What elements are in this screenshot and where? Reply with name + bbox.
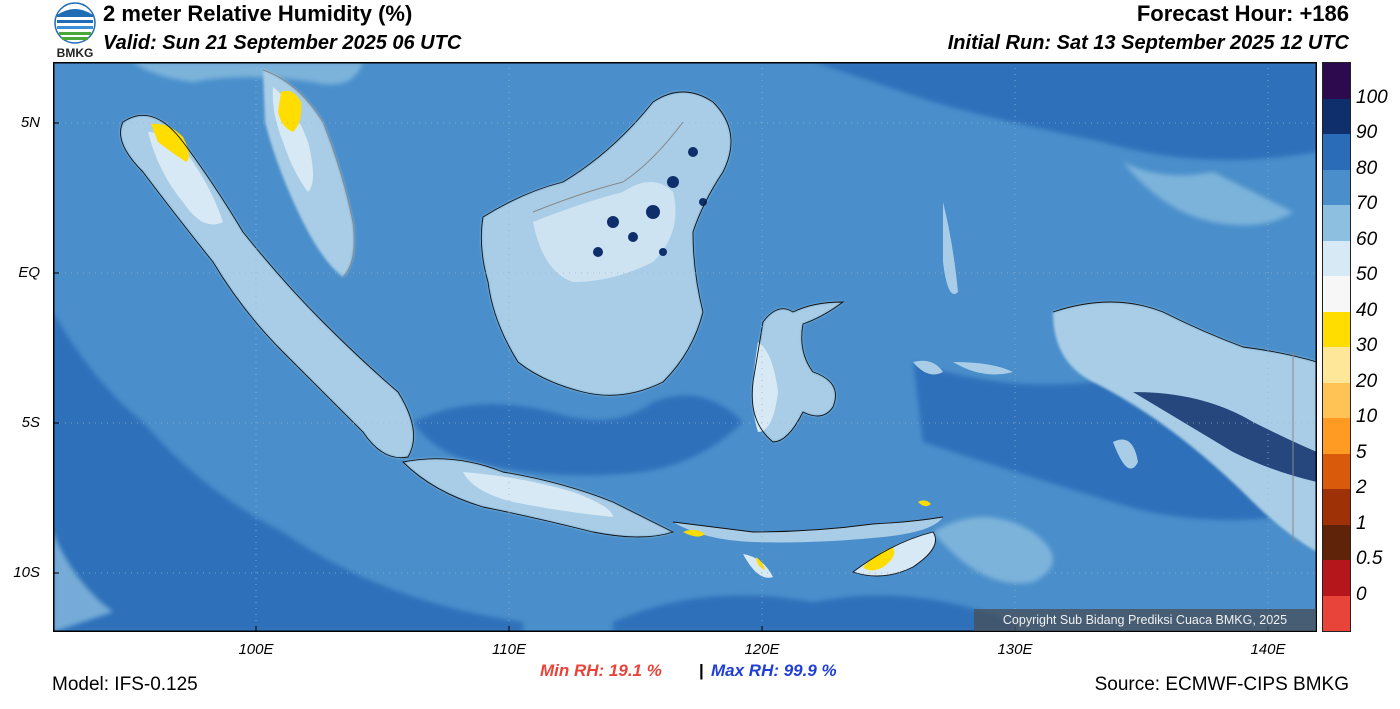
max-rh: Max RH: 99.9 % bbox=[711, 661, 837, 680]
colorbar-segment bbox=[1323, 489, 1350, 525]
logo-text: BMKG bbox=[57, 46, 94, 59]
colorbar bbox=[1322, 62, 1351, 632]
colorbar-segment bbox=[1323, 418, 1350, 454]
colorbar-segment bbox=[1323, 560, 1350, 596]
colorbar-segment bbox=[1323, 240, 1350, 276]
aru bbox=[1113, 439, 1138, 469]
copyright-notice: Copyright Sub Bidang Prediksi Cuaca BMKG… bbox=[974, 609, 1316, 631]
coastlines bbox=[120, 91, 1318, 577]
lesser-sunda bbox=[673, 517, 943, 543]
lat-label-5s: 5S bbox=[21, 414, 40, 431]
country-borders bbox=[262, 69, 1294, 542]
colorbar-label: 70 bbox=[1356, 193, 1378, 214]
rh-separator: | bbox=[699, 661, 704, 680]
colorbar-segment bbox=[1323, 134, 1350, 170]
buru bbox=[913, 360, 943, 375]
colorbar-label: 2 bbox=[1356, 477, 1367, 498]
lon-label-110e: 110E bbox=[492, 641, 526, 658]
colorbar-label: 0 bbox=[1356, 583, 1367, 605]
initial-run: Initial Run: Sat 13 September 2025 12 UT… bbox=[947, 32, 1349, 54]
colorbar-segment bbox=[1323, 63, 1350, 99]
bmkg-logo: BMKG bbox=[52, 1, 98, 60]
colorbar-label: 50 bbox=[1356, 264, 1378, 285]
lon-label-100e: 100E bbox=[238, 641, 274, 658]
colorbar-segment bbox=[1323, 205, 1350, 241]
lat-label-10s: 10S bbox=[13, 564, 40, 581]
colorbar-label: 30 bbox=[1356, 335, 1378, 356]
halmahera bbox=[943, 202, 958, 294]
colorbar-segment bbox=[1323, 524, 1350, 560]
model-label: Model: IFS-0.125 bbox=[52, 674, 198, 695]
colorbar-segment bbox=[1323, 169, 1350, 205]
ocean-low-rh bbox=[53, 62, 1293, 632]
colorbar-label: 0.5 bbox=[1356, 548, 1383, 569]
colorbar-label: 60 bbox=[1356, 228, 1378, 250]
source-label: Source: ECMWF-CIPS BMKG bbox=[1094, 674, 1349, 695]
map-frame bbox=[53, 62, 1317, 632]
colorbar-label: 5 bbox=[1356, 441, 1367, 463]
colorbar-segment bbox=[1323, 347, 1350, 383]
colorbar-label: 100 bbox=[1356, 86, 1388, 108]
seram bbox=[953, 362, 1013, 375]
min-rh: Min RH: 19.1 % bbox=[540, 661, 662, 680]
humidity-map bbox=[53, 62, 1318, 632]
colorbar-label: 1 bbox=[1356, 512, 1367, 534]
sumba bbox=[743, 554, 773, 578]
colorbar-label: 80 bbox=[1356, 157, 1378, 179]
colorbar-label: 10 bbox=[1356, 406, 1378, 427]
colorbar-segment bbox=[1323, 311, 1350, 347]
map-svg bbox=[53, 62, 1318, 632]
new-guinea-highlands bbox=[1133, 392, 1317, 482]
colorbar-segment bbox=[1323, 276, 1350, 312]
colorbar-segment bbox=[1323, 453, 1350, 489]
lon-label-120e: 120E bbox=[744, 641, 780, 658]
colorbar-segment bbox=[1323, 595, 1350, 631]
forecast-hour: Forecast Hour: +186 bbox=[1136, 1, 1349, 26]
colorbar-label: 90 bbox=[1356, 122, 1378, 143]
sumatra-north-dry bbox=[148, 132, 223, 225]
borneo-interior bbox=[533, 182, 676, 282]
borneo-high-rh-cells bbox=[593, 147, 707, 257]
ocean-high-rh bbox=[53, 62, 1317, 632]
lon-label-130e: 130E bbox=[997, 641, 1033, 658]
colorbar-segment bbox=[1323, 382, 1350, 418]
colorbar-segment bbox=[1323, 98, 1350, 134]
gridlines bbox=[53, 62, 1317, 632]
colorbar-label: 40 bbox=[1356, 299, 1378, 321]
new-guinea bbox=[1053, 302, 1317, 552]
low-rh-patches bbox=[151, 90, 931, 571]
chart-title: 2 meter Relative Humidity (%) bbox=[103, 1, 413, 26]
lon-label-140e: 140E bbox=[1250, 641, 1286, 658]
lat-label-eq: EQ bbox=[18, 264, 40, 281]
java-dry bbox=[463, 472, 613, 517]
sulawesi-dry bbox=[753, 342, 778, 432]
bmkg-logo-icon: BMKG bbox=[54, 2, 96, 60]
valid-time: Valid: Sun 21 September 2025 06 UTC bbox=[103, 32, 462, 54]
lat-label-5n: 5N bbox=[20, 114, 40, 131]
colorbar-label: 20 bbox=[1356, 370, 1378, 392]
